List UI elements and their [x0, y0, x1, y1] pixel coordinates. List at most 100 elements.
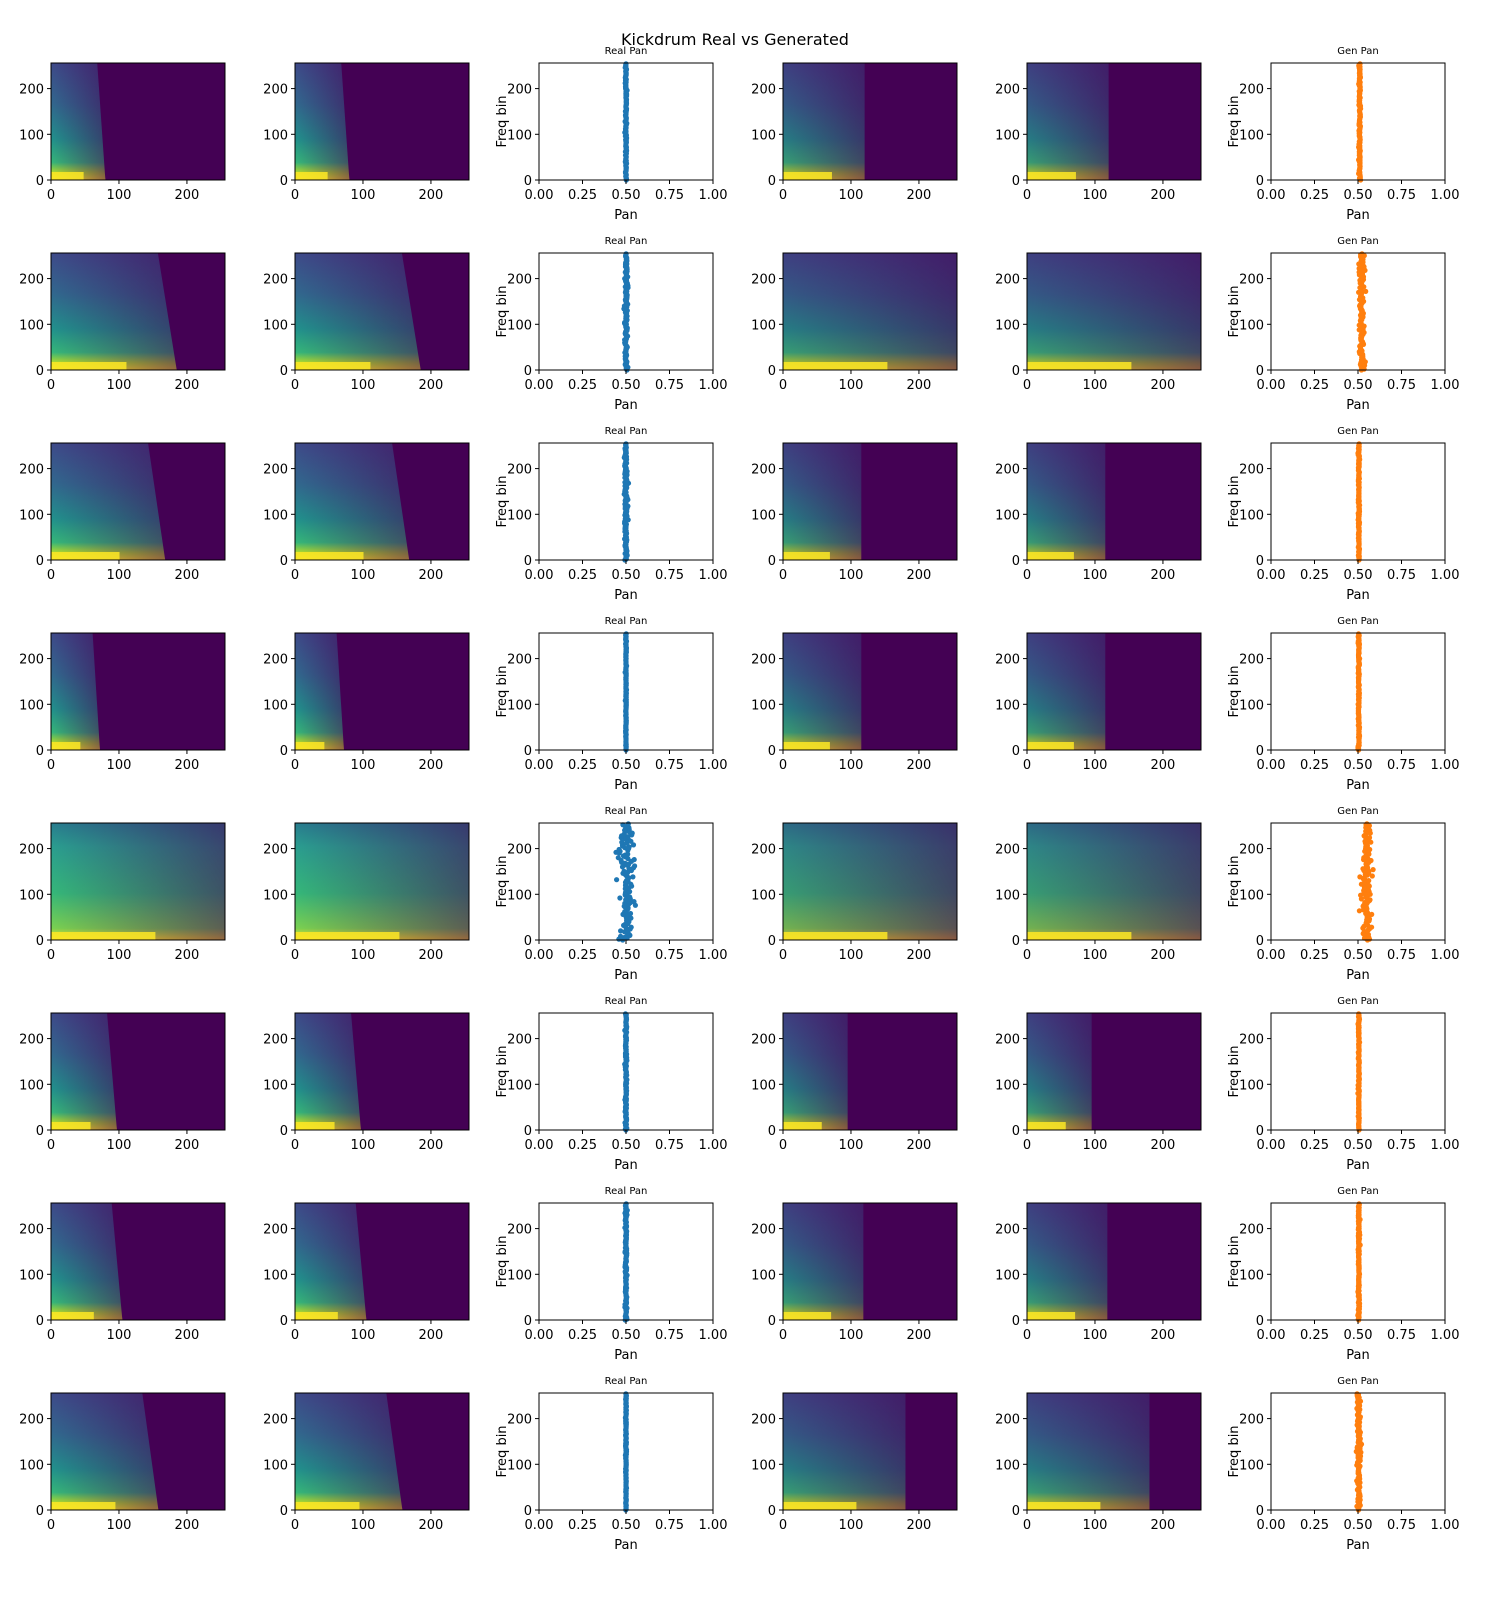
spectrogram-x-tick-label: 100 — [839, 378, 864, 393]
spectrogram-decay-shade — [295, 633, 344, 750]
gen-pan-point — [1369, 873, 1375, 879]
real-pan-points — [621, 251, 631, 373]
spectrogram-low-band — [295, 742, 325, 750]
real-pan-points — [622, 61, 630, 183]
gen-pan-y-tick-label: 100 — [1239, 698, 1264, 713]
spectrogram-low-band — [1027, 552, 1074, 560]
subplot-row: 0 100 200 0 100 200 0 100 200 0 100 200 Real Pan 0.00… — [19, 426, 1459, 603]
real-pan-point — [623, 441, 629, 447]
spectrogram-frame — [50, 252, 226, 371]
real-pan-plot: Real Pan 0.00 0.25 0.50 0.75 1.00 0 100 200 Pan Fr… — [495, 806, 727, 983]
spectrogram-low-band — [1027, 172, 1076, 180]
real-pan-x-tick-label: 0.75 — [655, 948, 684, 963]
real-pan-y-tick-label: 200 — [507, 83, 532, 98]
gen-pan-x-tick-label: 0.25 — [1300, 758, 1329, 773]
spectrogram-x-tick-label: 0 — [779, 1328, 787, 1343]
spectrogram-x-tick-label: 100 — [351, 568, 376, 583]
gen-pan-plot: Gen Pan 0.00 0.25 0.50 0.75 1.00 0 100 200 Pan Fre… — [1227, 996, 1459, 1173]
spectrogram-x-tick-label: 200 — [175, 758, 200, 773]
spectrogram-y-tick-label: 200 — [995, 1413, 1020, 1428]
gen-pan-points — [1356, 61, 1364, 183]
gen-pan-x-tick-label: 0.75 — [1387, 568, 1416, 583]
spectrogram-x-tick-label: 100 — [351, 1138, 376, 1153]
generated-spectrogram-left: 0 100 200 0 100 200 — [751, 822, 958, 963]
real-pan-panel-title: Real Pan — [605, 996, 648, 1007]
spectrogram-frame — [782, 442, 958, 561]
real-pan-plot: Real Pan 0.00 0.25 0.50 0.75 1.00 0 100 200 Pan Fr… — [495, 996, 727, 1173]
spectrogram-low-band — [295, 172, 328, 180]
spectrogram-y-tick-label: 200 — [263, 1413, 288, 1428]
spectrogram-decay-shade — [295, 253, 421, 370]
real-pan-point — [621, 868, 627, 875]
gen-pan-x-tick-label: 0.00 — [1257, 568, 1286, 583]
real-pan-y-tick-label: 100 — [507, 1078, 532, 1093]
gen-pan-x-tick-label: 0.75 — [1387, 758, 1416, 773]
real-pan-panel-title: Real Pan — [605, 1376, 648, 1387]
gen-pan-x-tick-label: 0.75 — [1387, 948, 1416, 963]
spectrogram-x-tick-label: 200 — [907, 188, 932, 203]
gen-pan-x-tick-label: 1.00 — [1431, 568, 1460, 583]
gen-pan-x-tick-label: 1.00 — [1431, 188, 1460, 203]
gen-pan-x-tick-label: 0.75 — [1387, 188, 1416, 203]
spectrogram-frame — [294, 1012, 470, 1131]
real-spectrogram-right: 0 100 200 0 100 200 — [263, 62, 470, 203]
spectrogram-y-tick-label: 200 — [751, 273, 776, 288]
spectrogram-y-tick-label: 200 — [751, 463, 776, 478]
real-pan-point — [626, 844, 632, 850]
spectrogram-x-tick-label: 100 — [351, 378, 376, 393]
spectrogram-y-tick-label: 100 — [19, 888, 44, 903]
real-spectrogram-right: 0 100 200 0 100 200 — [263, 1012, 470, 1153]
spectrogram-y-tick-label: 200 — [19, 1223, 44, 1238]
spectrogram-x-tick-label: 0 — [47, 1328, 55, 1343]
spectrogram-y-tick-label: 100 — [751, 698, 776, 713]
spectrogram-y-tick-label: 100 — [19, 1268, 44, 1283]
gen-pan-y-tick-label: 200 — [1239, 1033, 1264, 1048]
real-spectrogram-left: 0 100 200 0 100 200 — [19, 442, 226, 583]
spectrogram-x-tick-label: 200 — [907, 378, 932, 393]
spectrogram-y-tick-label: 200 — [751, 843, 776, 858]
spectrogram-x-tick-label: 0 — [1023, 568, 1031, 583]
real-spectrogram-right: 0 100 200 0 100 200 — [263, 1392, 470, 1533]
gen-pan-x-tick-label: 1.00 — [1431, 378, 1460, 393]
real-spectrogram-left: 0 100 200 0 100 200 — [19, 62, 226, 203]
spectrogram-x-tick-label: 200 — [1151, 568, 1176, 583]
gen-pan-x-tick-label: 0.75 — [1387, 1518, 1416, 1533]
spectrogram-y-tick-label: 200 — [995, 1223, 1020, 1238]
spectrogram-decay-shade — [295, 1203, 367, 1320]
gen-pan-y-axis-label: Freq bin — [1227, 855, 1242, 907]
spectrogram-decay-shade — [783, 1013, 848, 1130]
spectrogram-y-tick-label: 200 — [995, 843, 1020, 858]
spectrogram-y-tick-label: 100 — [995, 318, 1020, 333]
generated-spectrogram-right: 0 100 200 0 100 200 — [995, 632, 1202, 773]
spectrogram-x-tick-label: 100 — [1083, 568, 1108, 583]
spectrogram-y-tick-label: 200 — [19, 1413, 44, 1428]
spectrogram-y-tick-label: 200 — [751, 1033, 776, 1048]
gen-pan-x-tick-label: 0.50 — [1344, 378, 1373, 393]
gen-pan-x-tick-label: 0.00 — [1257, 188, 1286, 203]
spectrogram-frame — [50, 822, 226, 941]
spectrogram-low-band — [51, 742, 81, 750]
real-pan-point — [623, 251, 629, 257]
spectrogram-x-tick-label: 200 — [419, 378, 444, 393]
real-pan-y-tick-label: 0 — [524, 744, 532, 759]
spectrogram-y-tick-label: 100 — [751, 1458, 776, 1473]
gen-pan-x-tick-label: 1.00 — [1431, 1138, 1460, 1153]
gen-pan-x-tick-label: 1.00 — [1431, 948, 1460, 963]
spectrogram-y-tick-label: 0 — [768, 934, 776, 949]
spectrogram-low-band — [1027, 1502, 1101, 1510]
real-pan-point — [632, 863, 638, 869]
subplot-row: 0 100 200 0 100 200 0 100 200 0 100 200 Real Pan 0.00… — [19, 236, 1459, 413]
spectrogram-y-tick-label: 0 — [280, 364, 288, 379]
gen-pan-x-axis-label: Pan — [1346, 208, 1369, 223]
spectrogram-x-tick-label: 0 — [779, 378, 787, 393]
gen-pan-y-tick-label: 100 — [1239, 888, 1264, 903]
real-pan-y-axis-label: Freq bin — [495, 855, 510, 907]
spectrogram-x-tick-label: 100 — [107, 1138, 132, 1153]
gen-pan-plot: Gen Pan 0.00 0.25 0.50 0.75 1.00 0 100 200 Pan Fre… — [1227, 806, 1459, 983]
spectrogram-y-tick-label: 0 — [36, 174, 44, 189]
generated-spectrogram-right: 0 100 200 0 100 200 — [995, 442, 1202, 583]
spectrogram-x-tick-label: 0 — [291, 758, 299, 773]
spectrogram-y-tick-label: 0 — [768, 364, 776, 379]
spectrogram-y-tick-label: 100 — [995, 698, 1020, 713]
spectrogram-x-tick-label: 100 — [839, 1518, 864, 1533]
